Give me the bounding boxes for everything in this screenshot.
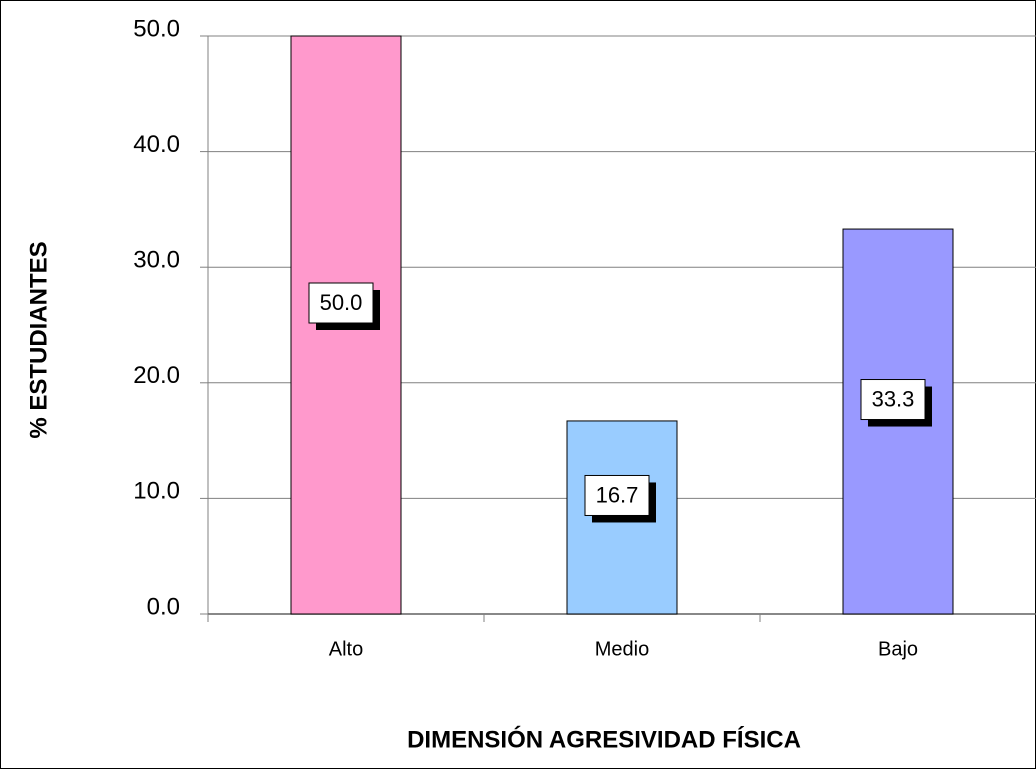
y-tick-label: 30.0 — [133, 247, 180, 274]
value-label: 16.7 — [596, 482, 639, 507]
value-label-box — [308, 282, 374, 324]
y-tick-label: 20.0 — [133, 362, 180, 389]
value-label-box — [860, 379, 926, 421]
x-tick-label: Medio — [595, 638, 649, 660]
y-axis-title: % ESTUDIANTES — [25, 241, 52, 438]
x-tick-label: Alto — [329, 638, 363, 660]
value-label-box — [584, 474, 650, 516]
y-tick-label: 10.0 — [133, 478, 180, 505]
value-label: 50.0 — [320, 290, 363, 315]
x-axis-title: DIMENSIÓN AGRESIVIDAD FÍSICA — [407, 725, 801, 753]
y-tick-label: 0.0 — [147, 593, 180, 620]
x-tick-label: Bajo — [878, 638, 918, 660]
y-tick-label: 40.0 — [133, 131, 180, 158]
y-tick-label: 50.0 — [133, 15, 180, 42]
value-label: 33.3 — [872, 386, 915, 411]
